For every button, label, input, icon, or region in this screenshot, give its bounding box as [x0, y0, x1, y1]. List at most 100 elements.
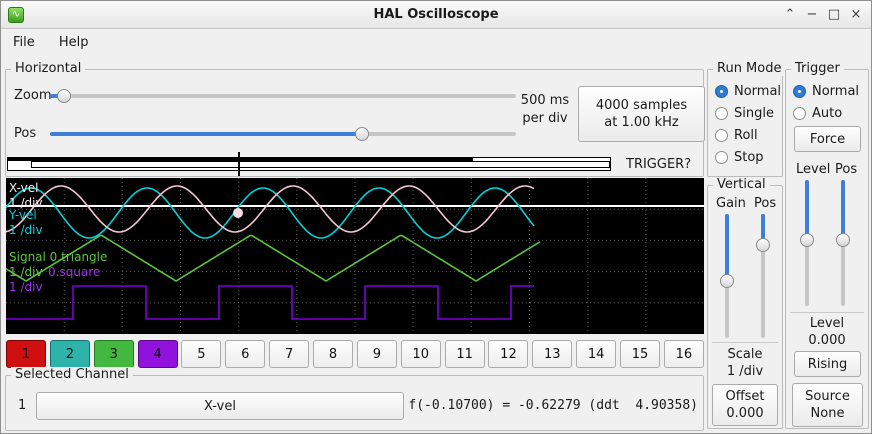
svg-text:X-vel: X-vel	[9, 181, 38, 195]
trigger-level-title: Level	[809, 316, 845, 331]
channel-button-4[interactable]: 4	[137, 340, 178, 368]
svg-text:Y-vel: Y-vel	[8, 208, 37, 222]
selected-channel-number: 1	[18, 398, 27, 413]
maximize-button[interactable]: □	[827, 7, 841, 22]
zoom-slider[interactable]	[50, 86, 516, 106]
gain-label: Gain	[716, 196, 746, 211]
radio-label: Single	[734, 105, 774, 121]
separator	[790, 312, 864, 313]
horizontal-pos-label: Pos	[14, 126, 37, 141]
rising-button[interactable]: Rising	[794, 351, 861, 377]
trigger-panel: Trigger Normal Auto Force Level Pos Level…	[785, 61, 869, 429]
menu-file[interactable]: File	[13, 35, 35, 50]
channel-button-7[interactable]: 7	[269, 340, 310, 368]
channel-button-14[interactable]: 14	[576, 340, 617, 368]
slider-handle[interactable]	[836, 233, 850, 248]
timeline-overview[interactable]: TRIGGER?	[6, 152, 705, 178]
scale-value: 1 /div	[726, 364, 764, 379]
separator	[712, 342, 778, 343]
svg-text:0.square: 0.square	[48, 265, 100, 279]
samples-line1: 4000 samples	[595, 98, 688, 113]
channel-button-8[interactable]: 8	[313, 340, 354, 368]
source-label: Source	[805, 389, 850, 404]
trigger-mode-auto[interactable]: Auto	[786, 102, 868, 124]
channel-button-12[interactable]: 12	[488, 340, 529, 368]
channel-button-16[interactable]: 16	[663, 340, 704, 368]
channel-button-10[interactable]: 10	[400, 340, 441, 368]
channel-button-3[interactable]: 3	[93, 340, 134, 368]
slider-handle[interactable]	[800, 233, 814, 248]
window-titlebar: ∿ HAL Oscilloscope ⌃ − □ ×	[1, 1, 871, 29]
vertical-panel: Vertical Gain Pos Scale 1 /div Offset 0.…	[707, 177, 783, 429]
menu-bar: File Help	[3, 30, 871, 56]
channel-name-button[interactable]: X-vel	[36, 392, 404, 420]
channel-button-6[interactable]: 6	[225, 340, 266, 368]
timebase-readout: 500 ms per div	[514, 92, 576, 128]
horizontal-panel: Horizontal Zoom 500 ms per div 4000 samp…	[5, 61, 705, 178]
trigger-pos-slider[interactable]	[835, 180, 851, 306]
scope-display[interactable]: X-vel 1 /div Y-vel 1 /div Signal 0.triangle 1…	[5, 178, 704, 334]
trigger-source-button[interactable]: Source None	[792, 383, 863, 427]
slider-handle[interactable]	[355, 127, 370, 141]
run-mode-option-normal[interactable]: Normal	[708, 80, 782, 102]
channel-button-5[interactable]: 5	[181, 340, 222, 368]
channel-button-11[interactable]: 11	[444, 340, 485, 368]
run-mode-title: Run Mode	[713, 61, 786, 76]
source-value: None	[810, 406, 845, 421]
radio-icon	[793, 84, 806, 98]
channel-button-2[interactable]: 2	[49, 340, 90, 368]
trigger-title: Trigger	[791, 61, 844, 76]
trigger-position-marker	[238, 152, 240, 176]
trigger-level-slider[interactable]	[799, 180, 815, 306]
trigger-level-label: Level	[796, 162, 831, 177]
channel-button-9[interactable]: 9	[356, 340, 397, 368]
offset-title: Offset	[725, 389, 765, 404]
force-button[interactable]: Force	[794, 126, 861, 152]
trigger-pos-label: Pos	[835, 162, 858, 177]
slider-track	[761, 214, 765, 338]
channel-button-1[interactable]: 1	[6, 340, 46, 368]
run-mode-option-single[interactable]: Single	[708, 102, 782, 124]
close-button[interactable]: ×	[850, 7, 862, 22]
menu-help[interactable]: Help	[58, 35, 89, 50]
timeline-heavy-segment	[7, 157, 473, 161]
vertical-pos-slider[interactable]	[755, 214, 771, 338]
run-mode-panel: Run Mode Normal Single Roll Stop	[707, 61, 786, 177]
vertical-title: Vertical	[713, 177, 770, 192]
radio-icon	[793, 106, 806, 120]
channel-button-13[interactable]: 13	[532, 340, 573, 368]
run-mode-option-roll[interactable]: Roll	[708, 124, 782, 146]
trigger-modes: Normal Auto	[786, 80, 868, 124]
horizontal-pos-slider[interactable]	[50, 124, 516, 144]
slider-track	[50, 94, 516, 98]
zoom-label: Zoom	[14, 88, 52, 103]
minimize-button[interactable]: −	[806, 7, 818, 22]
app-icon[interactable]: ∿	[8, 7, 24, 23]
channel-row: 1 2 3 4 5 6 7 8 9 10 11 12 13 14 15 16	[6, 340, 704, 368]
window-title: HAL Oscilloscope	[373, 7, 499, 22]
radio-icon	[715, 150, 728, 164]
scale-title: Scale	[727, 347, 763, 362]
slider-handle[interactable]	[56, 89, 71, 103]
offset-button[interactable]: Offset 0.000	[712, 384, 778, 426]
gain-slider[interactable]	[719, 214, 735, 338]
slider-handle[interactable]	[756, 238, 770, 252]
samples-line2: at 1.00 kHz	[604, 115, 679, 130]
shade-button[interactable]: ⌃	[784, 7, 796, 22]
window-controls: ⌃ − □ ×	[781, 1, 865, 29]
channel-name-label: X-vel	[204, 398, 236, 414]
edge-label: Rising	[807, 356, 848, 372]
svg-text:1 /div: 1 /div	[9, 280, 43, 294]
radio-label: Stop	[734, 149, 764, 165]
selected-channel-title: Selected Channel	[11, 367, 133, 382]
channel-button-15[interactable]: 15	[620, 340, 661, 368]
timebase-value: 500 ms	[520, 93, 570, 108]
slider-fill	[50, 132, 363, 136]
slider-fill	[761, 214, 765, 245]
radio-label: Auto	[812, 105, 843, 121]
run-mode-option-stop[interactable]: Stop	[708, 146, 782, 168]
slider-handle[interactable]	[720, 273, 734, 288]
samples-button[interactable]: 4000 samples at 1.00 kHz	[578, 86, 705, 142]
trigger-mode-normal[interactable]: Normal	[786, 80, 868, 102]
